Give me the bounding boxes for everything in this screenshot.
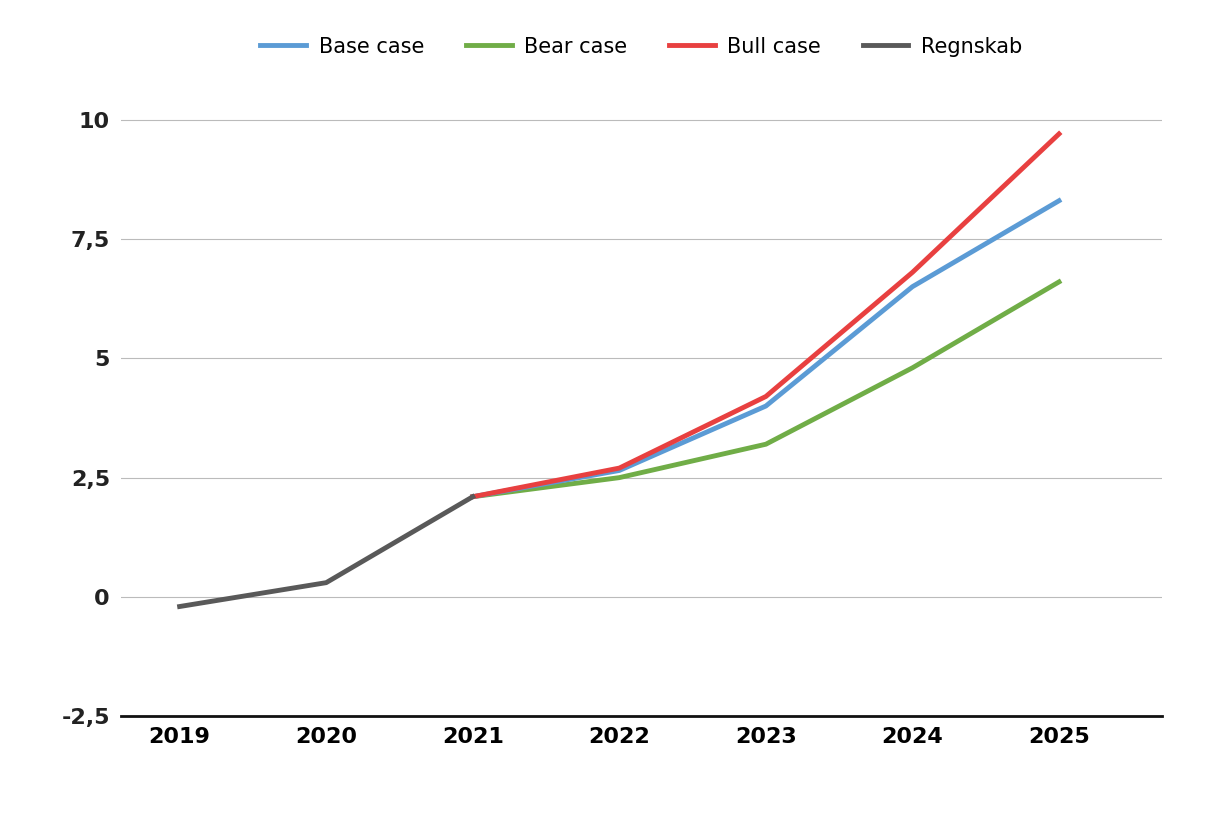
Line: Regnskab: Regnskab — [179, 497, 473, 606]
Bull case — [612, 463, 627, 473]
Bull case — [759, 392, 773, 401]
Bear case — [759, 440, 773, 449]
Bull case — [466, 492, 480, 501]
Bear case — [466, 492, 480, 501]
Bull case — [1051, 129, 1066, 139]
Base case — [466, 492, 480, 501]
Line: Bull case: Bull case — [473, 134, 1059, 497]
Bear case — [1051, 277, 1066, 287]
Regnskab — [466, 492, 480, 501]
Legend: Base case, Bear case, Bull case, Regnskab: Base case, Bear case, Bull case, Regnska… — [252, 28, 1031, 65]
Bull case — [905, 268, 920, 278]
Bear case — [905, 363, 920, 373]
Regnskab — [172, 602, 186, 611]
Base case — [612, 466, 627, 475]
Base case — [1051, 196, 1066, 206]
Line: Bear case: Bear case — [473, 282, 1059, 497]
Regnskab — [319, 578, 334, 588]
Line: Base case: Base case — [473, 201, 1059, 497]
Bear case — [612, 473, 627, 483]
Base case — [759, 401, 773, 411]
Base case — [905, 282, 920, 291]
